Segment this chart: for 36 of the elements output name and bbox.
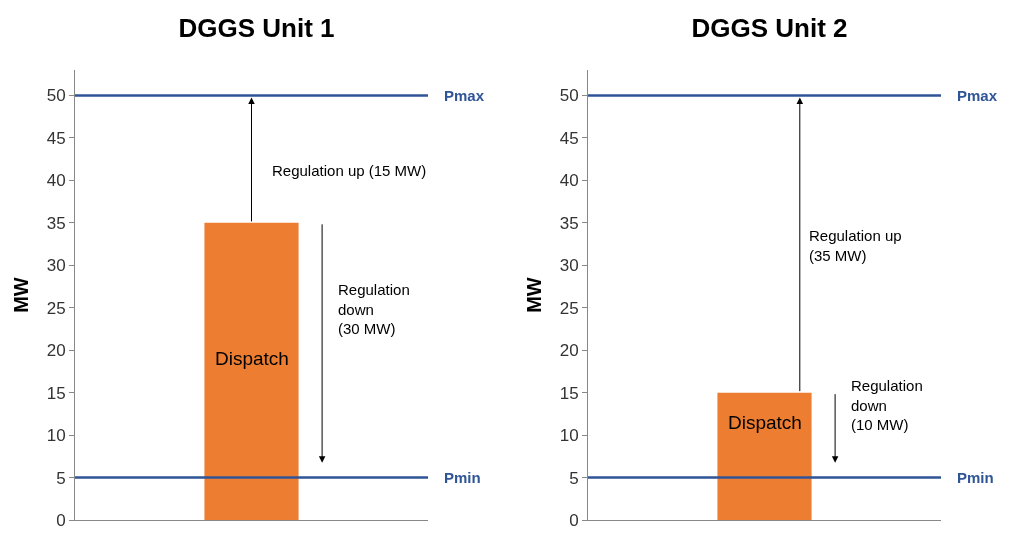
- y-tick-label: 25: [46, 298, 66, 318]
- y-tick-label: 5: [569, 468, 579, 488]
- chart-title: DGGS Unit 2: [691, 12, 848, 43]
- y-tick-label: 20: [46, 341, 66, 361]
- ref-line-label: Pmax: [957, 87, 998, 104]
- y-tick-label: 5: [56, 468, 66, 488]
- y-tick-label: 30: [559, 256, 579, 276]
- y-tick-label: 30: [46, 256, 66, 276]
- annotation: Dispatch: [728, 412, 802, 433]
- ref-line-label: Pmax: [444, 87, 485, 104]
- y-tick-label: 10: [46, 426, 66, 446]
- y-tick-label: 15: [46, 383, 66, 403]
- y-axis-title: MW: [10, 277, 33, 313]
- y-tick-label: 40: [46, 171, 66, 191]
- ref-line-label: Pmin: [957, 469, 994, 486]
- chart-title: DGGS Unit 1: [178, 12, 335, 43]
- ref-line-label: Pmin: [444, 469, 481, 486]
- y-tick-label: 35: [559, 213, 579, 233]
- y-tick-label: 50: [559, 86, 579, 106]
- y-tick-label: 35: [46, 213, 66, 233]
- y-tick-label: 0: [569, 510, 579, 530]
- y-tick-label: 20: [559, 341, 579, 361]
- annotation: Dispatch: [215, 348, 289, 369]
- y-tick-label: 25: [559, 298, 579, 318]
- y-tick-label: 45: [559, 128, 579, 148]
- y-tick-label: 0: [56, 510, 66, 530]
- annotation: Regulation up (35 MW): [809, 227, 902, 264]
- y-tick-label: 45: [46, 128, 66, 148]
- y-tick-label: 50: [46, 86, 66, 106]
- annotation: Regulation down (10 MW): [851, 377, 923, 433]
- y-axis-title: MW: [523, 277, 546, 313]
- y-tick-label: 15: [559, 383, 579, 403]
- y-tick-label: 10: [559, 426, 579, 446]
- annotation: Regulation up (15 MW): [272, 162, 427, 179]
- y-tick-label: 40: [559, 171, 579, 191]
- annotation: Regulation down (30 MW): [338, 281, 410, 337]
